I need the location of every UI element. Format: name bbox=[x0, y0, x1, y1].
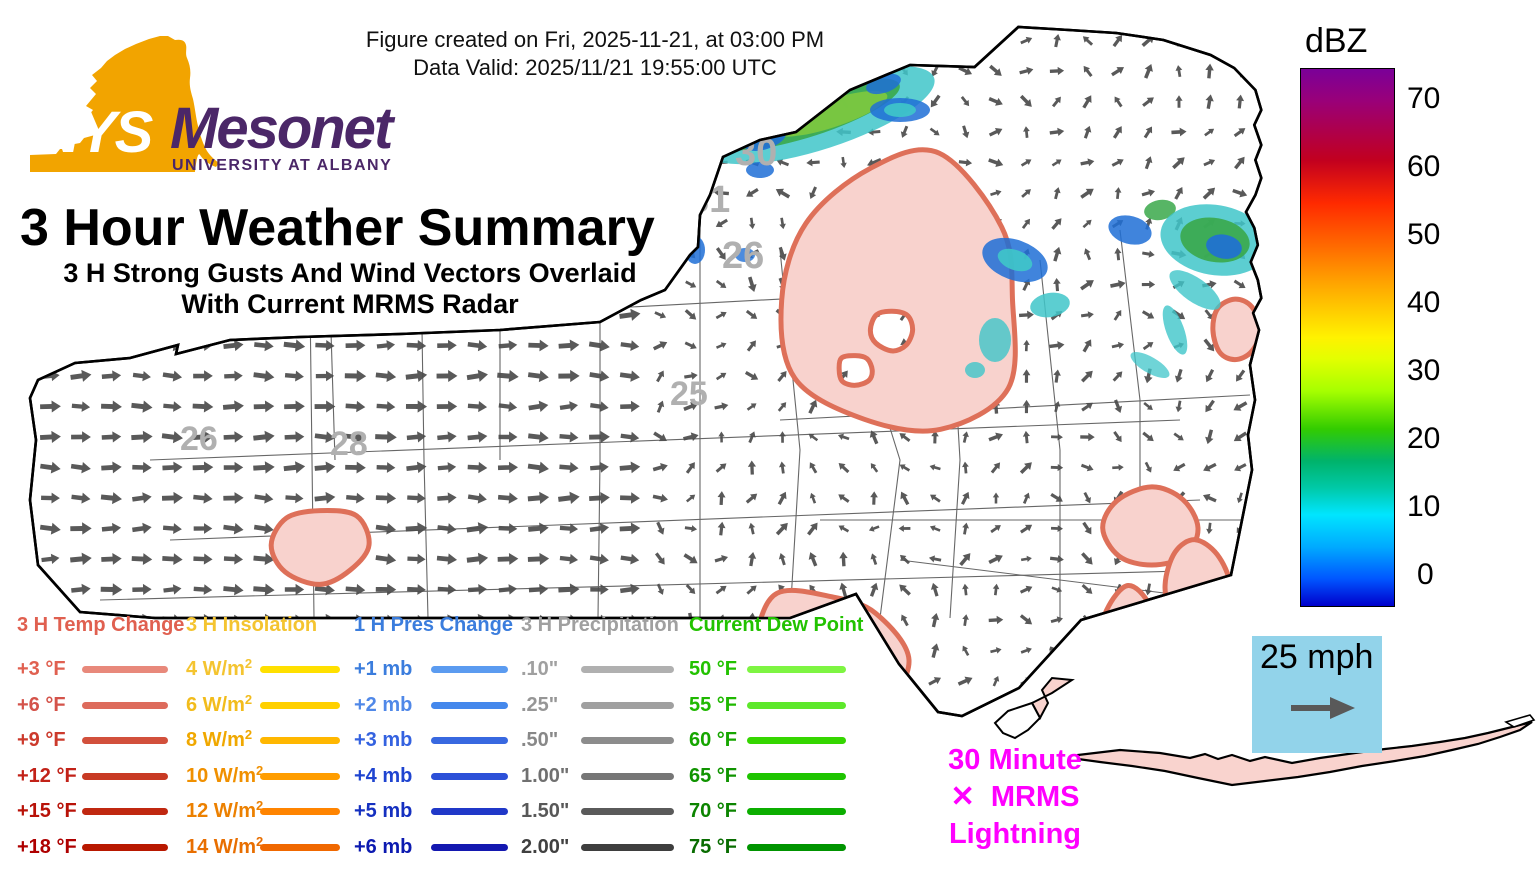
svg-text:26: 26 bbox=[180, 420, 218, 458]
svg-text:31: 31 bbox=[688, 179, 730, 221]
svg-text:25: 25 bbox=[670, 375, 708, 413]
svg-text:26: 26 bbox=[722, 235, 764, 277]
svg-text:28: 28 bbox=[330, 425, 368, 463]
